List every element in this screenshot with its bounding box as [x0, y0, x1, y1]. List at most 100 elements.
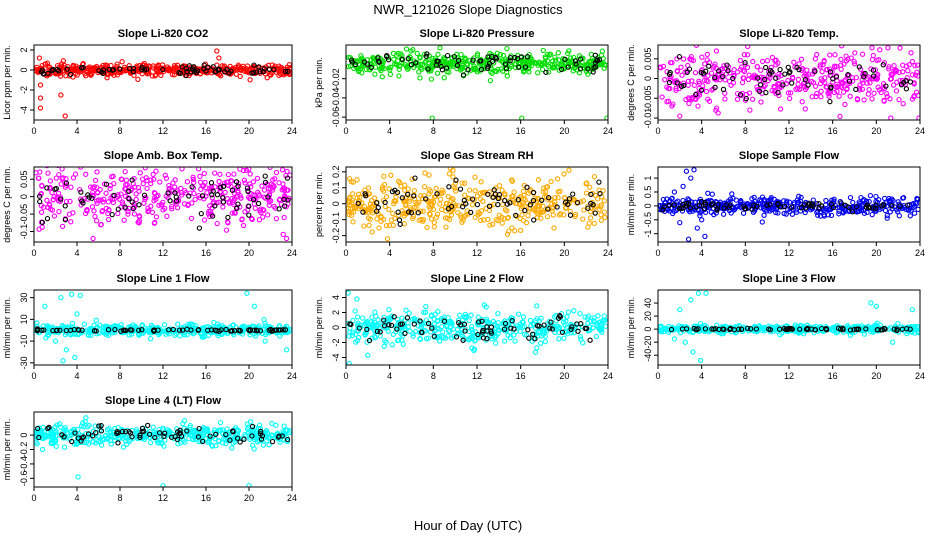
data-point: [457, 312, 463, 318]
black-point: [78, 65, 85, 71]
black-point: [572, 58, 579, 64]
outlier-point: [694, 225, 700, 231]
y-tick-label: 0.5: [643, 186, 653, 199]
black-point: [881, 325, 887, 332]
data-point: [265, 186, 271, 192]
black-point: [364, 326, 370, 333]
black-point: [698, 87, 705, 93]
data-point: [905, 68, 911, 74]
black-point: [503, 65, 510, 72]
data-point: [248, 215, 255, 222]
data-point: [151, 176, 157, 182]
black-point: [201, 62, 207, 68]
data-point: [749, 96, 756, 102]
data-point: [587, 215, 594, 221]
black-point: [457, 186, 464, 192]
data-point: [496, 212, 502, 218]
data-point: [775, 80, 781, 87]
data-point: [121, 217, 127, 223]
panel-title: Slope Line 4 (LT) Flow: [105, 395, 221, 407]
x-tick-label: 24: [287, 371, 297, 381]
black-point: [405, 191, 411, 198]
data-point: [181, 332, 188, 338]
data-point: [787, 208, 793, 215]
data-point: [502, 338, 508, 344]
data-point: [257, 426, 264, 432]
data-point: [860, 71, 866, 77]
black-point: [777, 66, 783, 73]
data-point: [471, 66, 477, 73]
data-point: [820, 207, 826, 213]
outlier-point: [441, 75, 447, 81]
black-point: [846, 204, 852, 210]
data-point: [908, 50, 914, 56]
black-point: [530, 189, 537, 196]
black-point: [525, 327, 531, 333]
black-point: [853, 326, 860, 332]
black-point: [89, 195, 95, 201]
data-point: [548, 178, 554, 185]
data-point: [44, 167, 50, 169]
black-point: [129, 177, 135, 183]
data-point: [287, 327, 292, 333]
black-point: [532, 336, 538, 342]
data-point: [240, 325, 247, 331]
black-point: [546, 195, 552, 201]
black-point: [446, 184, 452, 190]
data-point: [209, 195, 215, 201]
black-point: [434, 58, 440, 64]
data-point: [468, 312, 474, 318]
data-point: [359, 70, 365, 76]
data-point: [477, 217, 484, 224]
black-point: [762, 76, 768, 83]
data-point: [850, 199, 856, 206]
panel-title: Slope Li-820 Temp.: [739, 28, 838, 40]
data-point: [411, 187, 418, 194]
data-point: [130, 322, 136, 328]
data-point: [242, 180, 248, 186]
data-point: [839, 80, 845, 86]
black-point: [853, 203, 860, 210]
data-point: [519, 200, 525, 206]
data-point: [376, 320, 382, 327]
data-point: [434, 211, 441, 217]
black-point: [502, 320, 509, 327]
data-point: [247, 428, 254, 434]
data-point: [833, 84, 839, 90]
x-tick-label: 12: [158, 126, 168, 136]
black-point: [511, 54, 518, 61]
data-point: [853, 74, 859, 81]
data-point: [447, 328, 453, 335]
data-point: [708, 70, 715, 76]
data-point: [802, 106, 808, 112]
data-point: [51, 213, 58, 219]
black-point: [714, 205, 720, 212]
black-point: [596, 179, 602, 185]
data-point: [48, 439, 54, 446]
black-point: [394, 326, 400, 332]
data-point: [385, 328, 391, 334]
data-point: [284, 168, 290, 175]
x-tick-label: 16: [201, 371, 211, 381]
black-point: [851, 327, 857, 333]
data-point: [790, 74, 796, 81]
black-point: [120, 327, 127, 333]
data-point: [93, 317, 99, 323]
black-point: [53, 327, 60, 334]
black-point: [554, 204, 560, 210]
x-tick-label: 0: [31, 126, 36, 136]
data-point: [497, 51, 504, 58]
data-point: [843, 40, 847, 44]
data-point: [214, 220, 220, 227]
data-point: [552, 329, 558, 336]
data-point: [577, 310, 583, 317]
outlier-point: [702, 233, 708, 240]
x-tick-label: 24: [603, 248, 613, 258]
black-point: [727, 202, 733, 208]
black-point: [246, 212, 252, 218]
black-point: [660, 207, 666, 213]
data-point: [728, 210, 734, 216]
data-point: [410, 47, 416, 53]
black-point: [52, 186, 58, 192]
